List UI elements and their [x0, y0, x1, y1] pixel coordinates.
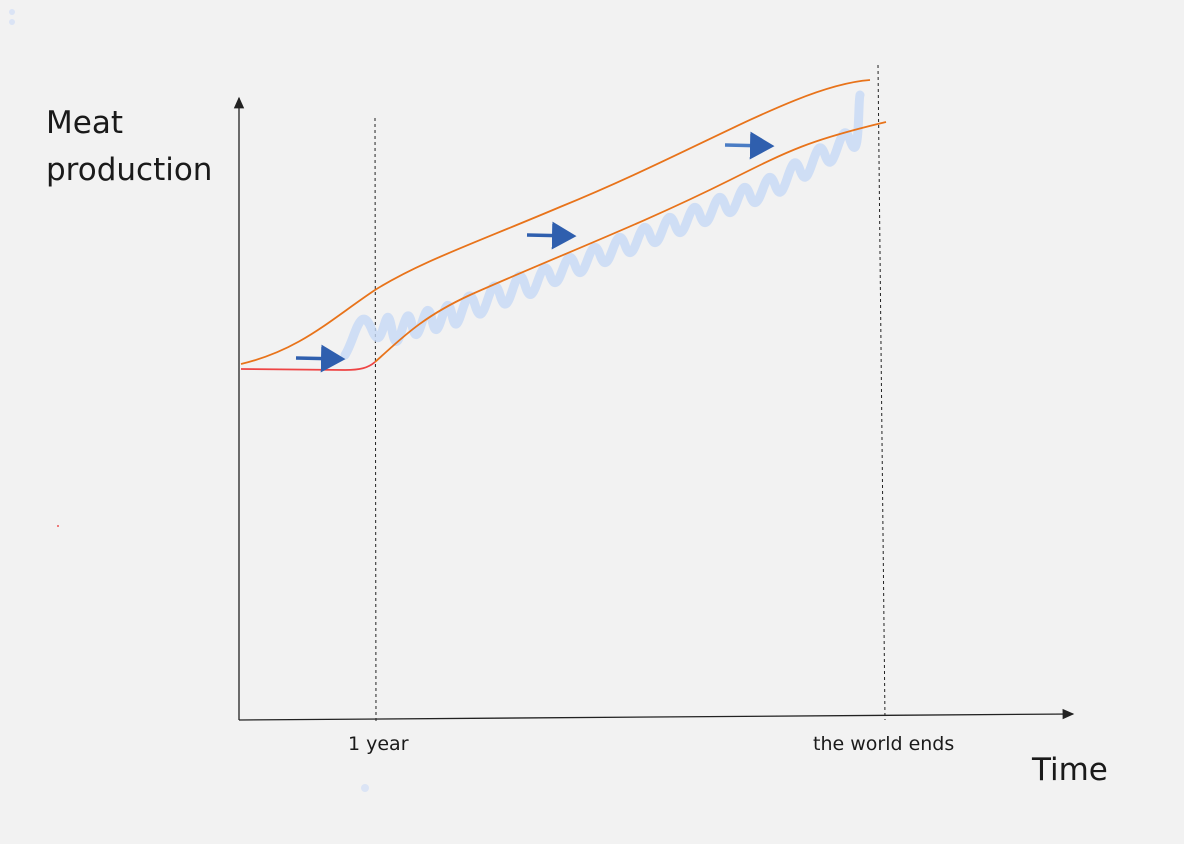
dot [9, 19, 15, 25]
dot [57, 525, 59, 527]
arrow [526, 221, 577, 250]
marker-label: 1 year [348, 733, 409, 755]
dot [361, 784, 369, 792]
marker-line [374, 117, 377, 723]
upper-curve [240, 79, 871, 365]
y-axis-label: Meat production [46, 105, 213, 188]
marker-line [877, 64, 886, 721]
marker-label: the world ends [813, 733, 955, 755]
dot [9, 9, 15, 15]
x-axis-label: Time [1032, 752, 1108, 788]
wavy-band [340, 90, 865, 360]
arrow [724, 131, 775, 160]
arrow [295, 344, 346, 373]
baseline-curve [240, 361, 376, 371]
lower-curve [374, 121, 887, 363]
x-axis [238, 708, 1075, 721]
